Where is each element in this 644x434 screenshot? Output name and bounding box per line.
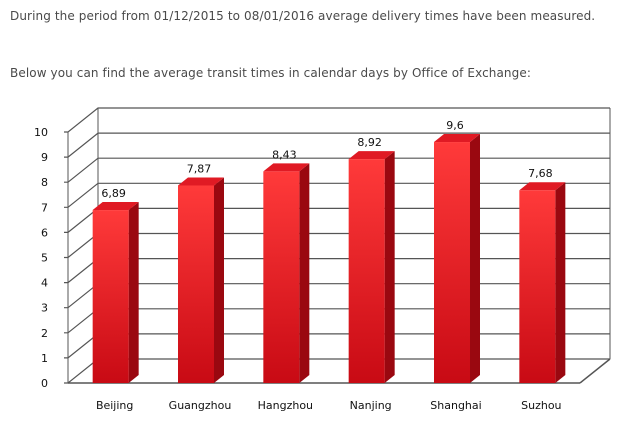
bar-front <box>348 159 385 383</box>
bar-side <box>470 134 480 383</box>
category-label: Hangzhou <box>258 399 313 412</box>
bar-top <box>434 134 480 143</box>
bar <box>348 151 395 383</box>
bar-side <box>299 163 310 383</box>
y-tick-label: 6 <box>41 226 48 239</box>
bar-front <box>263 171 300 383</box>
x-axis: Beijing Guangzhou Hangzhou Nanjing Shanghai S… <box>96 399 562 412</box>
y-tick-label: 0 <box>41 377 48 390</box>
y-tick-label: 1 <box>41 352 48 365</box>
y-tick-label: 7 <box>41 201 48 214</box>
category-label: Nanjing <box>350 399 392 412</box>
category-label: Shanghai <box>430 399 481 412</box>
bar-front <box>92 210 129 383</box>
bar-side <box>384 151 395 383</box>
bar-front <box>434 142 470 383</box>
intro-line-description: Below you can find the average transit t… <box>10 66 531 80</box>
y-tick-label: 5 <box>41 252 48 265</box>
bar-side <box>128 202 139 383</box>
bar-side <box>555 182 566 383</box>
bar <box>263 163 310 383</box>
data-label: 6,89 <box>101 187 126 200</box>
category-label: Guangzhou <box>169 399 232 412</box>
bar <box>519 182 566 383</box>
bar-top <box>263 163 310 172</box>
bar-top <box>348 151 395 160</box>
category-label: Beijing <box>96 399 133 412</box>
y-tick-label: 2 <box>41 327 48 340</box>
y-axis: 0 1 2 3 4 5 6 7 8 9 10 <box>34 126 48 390</box>
data-label: 9,6 <box>446 119 464 132</box>
bar-side <box>214 177 224 383</box>
data-label: 8,43 <box>272 148 297 161</box>
gridline <box>64 107 610 133</box>
bar <box>178 177 224 383</box>
bar-top <box>178 177 224 186</box>
bar-top <box>519 182 566 191</box>
y-tick-label: 3 <box>41 302 48 315</box>
y-tick-label: 10 <box>34 126 48 139</box>
data-label: 7,68 <box>528 167 553 180</box>
data-label: 7,87 <box>187 162 212 175</box>
data-labels: 6,89 7,87 8,43 8,92 9,6 7,68 <box>101 119 552 200</box>
bar-front <box>519 190 556 383</box>
floor-right-edge <box>579 358 611 384</box>
data-label: 8,92 <box>357 136 382 149</box>
bar-front <box>178 185 214 383</box>
gridline <box>64 132 610 158</box>
bar <box>434 134 480 383</box>
y-tick-label: 9 <box>41 151 48 164</box>
y-tick-label: 4 <box>41 277 48 290</box>
bar-series <box>92 134 566 383</box>
intro-line-period: During the period from 01/12/2015 to 08/… <box>10 9 596 23</box>
bar-top <box>92 202 139 211</box>
y-tick-label: 8 <box>41 176 48 189</box>
category-label: Suzhou <box>521 399 561 412</box>
bar <box>92 202 139 383</box>
